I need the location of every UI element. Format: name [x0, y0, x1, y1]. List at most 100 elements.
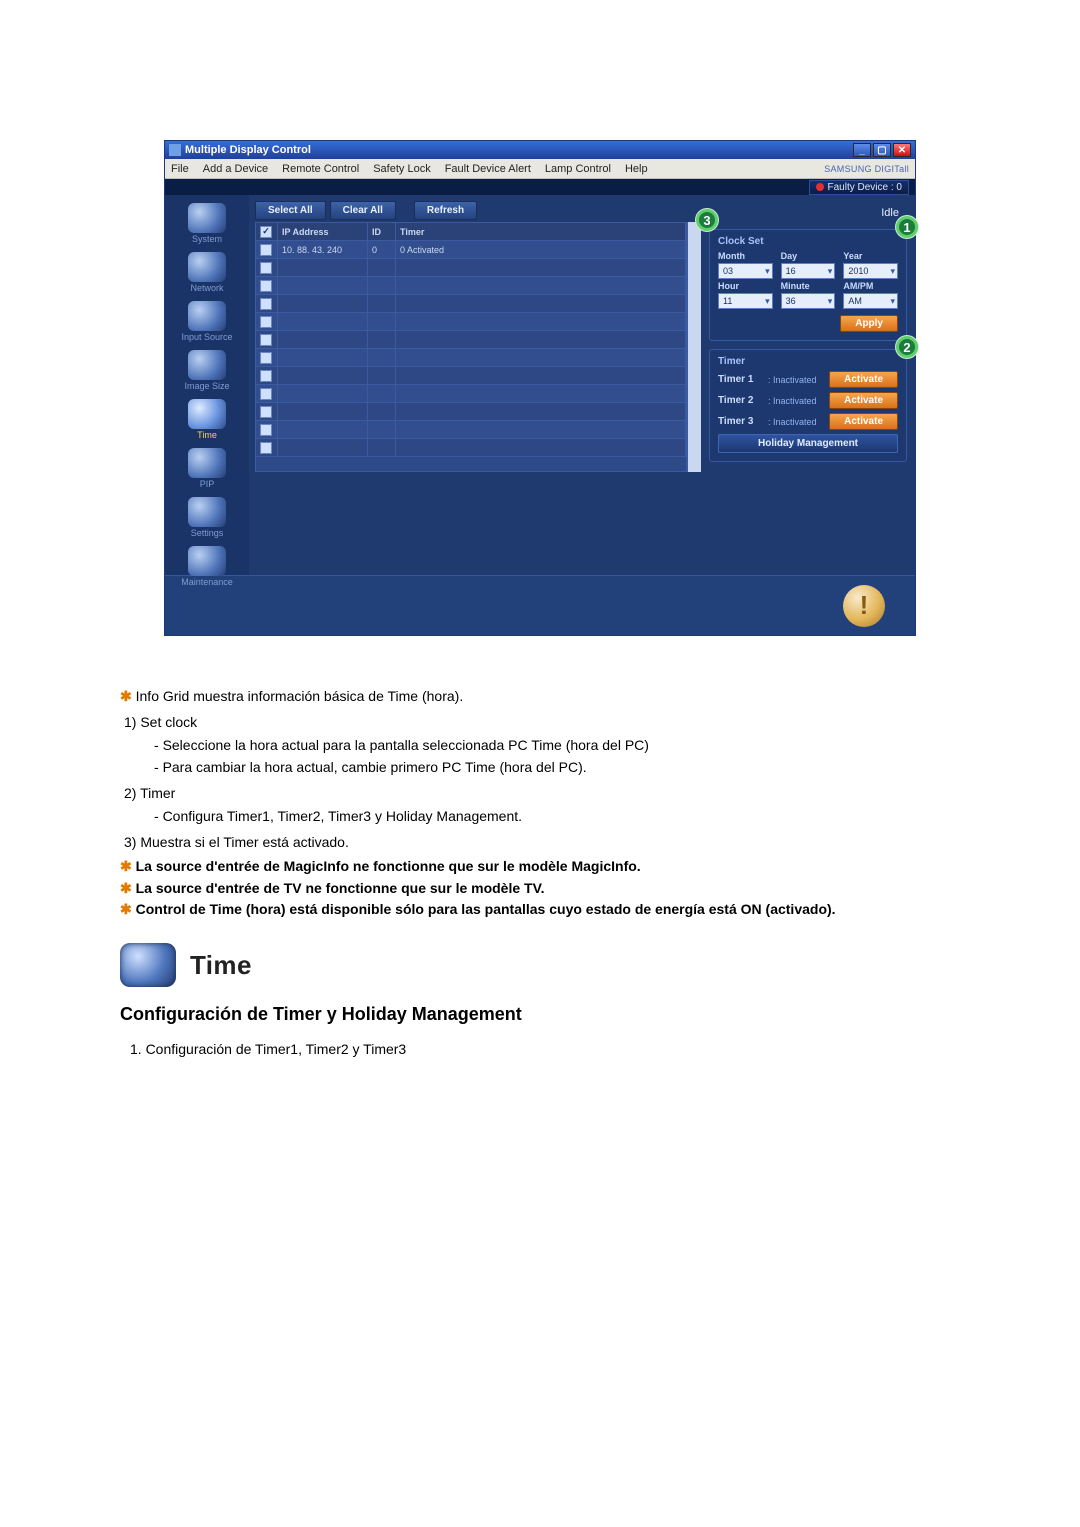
sidebar-label: Network: [171, 283, 243, 293]
sub-timer-a: Configura Timer1, Timer2, Timer3 y Holid…: [120, 806, 960, 828]
app-window: Multiple Display Control _ ▢ ✕ File Add …: [164, 140, 916, 636]
timer2-activate-button[interactable]: Activate: [829, 392, 898, 409]
menu-remote-control[interactable]: Remote Control: [282, 163, 359, 175]
menu-file[interactable]: File: [171, 163, 189, 175]
grid-header: ✓ IP Address ID Timer: [256, 223, 686, 241]
select-year[interactable]: 2010▾: [843, 263, 898, 279]
sidebar-item-image-size[interactable]: Image Size: [171, 348, 243, 395]
grid-row: [256, 313, 686, 331]
grid-row: [256, 259, 686, 277]
close-button[interactable]: ✕: [893, 143, 911, 157]
chevron-down-icon: ▾: [890, 266, 895, 277]
sidebar-item-time[interactable]: Time: [171, 397, 243, 444]
time-icon: [188, 399, 226, 429]
menu-lamp-control[interactable]: Lamp Control: [545, 163, 611, 175]
note-power-on: Control de Time (hora) está disponible s…: [120, 899, 960, 921]
grid-row: [256, 331, 686, 349]
chevron-down-icon: ▾: [765, 296, 770, 307]
timer-row-3: Timer 3 : Inactivated Activate: [718, 413, 898, 430]
center-panel: Select All Clear All Refresh 3 ✓ IP Addr…: [249, 195, 707, 575]
row-checkbox[interactable]: [260, 442, 272, 454]
timer1-state: : Inactivated: [768, 375, 829, 385]
timer-row-2: Timer 2 : Inactivated Activate: [718, 392, 898, 409]
app-icon: [169, 144, 181, 156]
sidebar-item-maintenance[interactable]: Maintenance: [171, 544, 243, 591]
lbl-month: Month: [718, 251, 773, 261]
subheading: Configuración de Timer y Holiday Managem…: [120, 1001, 960, 1029]
timer3-label: Timer 3: [718, 416, 768, 427]
lbl-minute: Minute: [781, 281, 836, 291]
col-timer: Timer: [396, 223, 686, 240]
network-icon: [188, 252, 226, 282]
sidebar-item-pip[interactable]: PIP: [171, 446, 243, 493]
clock-title: Clock Set: [718, 236, 898, 247]
sidebar-item-input-source[interactable]: Input Source: [171, 299, 243, 346]
size-icon: [188, 350, 226, 380]
status-idle: Idle: [709, 201, 907, 225]
grid-row[interactable]: 10. 88. 43. 240 0 0 Activated: [256, 241, 686, 259]
grid-row: [256, 295, 686, 313]
select-hour[interactable]: 11▾: [718, 293, 773, 309]
menu-fault-alert[interactable]: Fault Device Alert: [445, 163, 531, 175]
select-day[interactable]: 16▾: [781, 263, 836, 279]
row-checkbox[interactable]: [260, 316, 272, 328]
grid-row: [256, 421, 686, 439]
titlebar: Multiple Display Control _ ▢ ✕: [165, 141, 915, 159]
right-panel: Idle 1 Clock Set Month Day Year 03▾ 16▾ …: [707, 195, 915, 575]
grid-row: [256, 385, 686, 403]
sidebar-item-network[interactable]: Network: [171, 250, 243, 297]
header-checkbox[interactable]: ✓: [260, 226, 272, 238]
sidebar-item-settings[interactable]: Settings: [171, 495, 243, 542]
menu-safety-lock[interactable]: Safety Lock: [373, 163, 430, 175]
cell-timer: 0 Activated: [396, 241, 686, 258]
minimize-button[interactable]: _: [853, 143, 871, 157]
sidebar-label: System: [171, 234, 243, 244]
maintenance-icon: [188, 546, 226, 576]
annotation-2: 2: [896, 336, 918, 358]
row-checkbox[interactable]: [260, 388, 272, 400]
select-minute[interactable]: 36▾: [781, 293, 836, 309]
maximize-button[interactable]: ▢: [873, 143, 891, 157]
menu-add-device[interactable]: Add a Device: [203, 163, 268, 175]
holiday-management-button[interactable]: Holiday Management: [718, 434, 898, 453]
chevron-down-icon: ▾: [890, 296, 895, 307]
chevron-down-icon: ▾: [828, 296, 833, 307]
grid-row: [256, 277, 686, 295]
doc-body: Info Grid muestra información básica de …: [120, 686, 960, 1060]
item-show-timer: 3) Muestra si el Timer está activado.: [124, 832, 960, 854]
clear-all-button[interactable]: Clear All: [330, 201, 396, 220]
row-checkbox[interactable]: [260, 280, 272, 292]
item-set-clock: 1) Set clock: [124, 712, 960, 734]
row-checkbox[interactable]: [260, 406, 272, 418]
sidebar-label: Image Size: [171, 381, 243, 391]
timer3-activate-button[interactable]: Activate: [829, 413, 898, 430]
fault-bar: Faulty Device : 0: [165, 179, 915, 195]
select-all-button[interactable]: Select All: [255, 201, 326, 220]
row-checkbox[interactable]: [260, 352, 272, 364]
select-month[interactable]: 03▾: [718, 263, 773, 279]
sidebar: System Network Input Source Image Size T…: [165, 195, 249, 575]
sub-set-clock-a: Seleccione la hora actual para la pantal…: [120, 735, 960, 757]
row-checkbox[interactable]: [260, 244, 272, 256]
grid-row: [256, 439, 686, 457]
row-checkbox[interactable]: [260, 298, 272, 310]
chevron-down-icon: ▾: [828, 266, 833, 277]
sidebar-item-system[interactable]: System: [171, 201, 243, 248]
grid-scrollbar[interactable]: [687, 222, 701, 472]
row-checkbox[interactable]: [260, 262, 272, 274]
menu-help[interactable]: Help: [625, 163, 648, 175]
timer3-state: : Inactivated: [768, 417, 829, 427]
refresh-button[interactable]: Refresh: [414, 201, 477, 220]
annotation-3: 3: [696, 209, 718, 231]
row-checkbox[interactable]: [260, 370, 272, 382]
timer1-activate-button[interactable]: Activate: [829, 371, 898, 388]
menubar: File Add a Device Remote Control Safety …: [165, 159, 915, 179]
sub-set-clock-b: Para cambiar la hora actual, cambie prim…: [120, 757, 960, 779]
item-timer: 2) Timer: [124, 783, 960, 805]
clock-set-panel: 1 Clock Set Month Day Year 03▾ 16▾ 2010▾…: [709, 229, 907, 341]
row-checkbox[interactable]: [260, 424, 272, 436]
chevron-down-icon: ▾: [765, 266, 770, 277]
apply-button[interactable]: Apply: [840, 315, 898, 332]
row-checkbox[interactable]: [260, 334, 272, 346]
select-ampm[interactable]: AM▾: [843, 293, 898, 309]
